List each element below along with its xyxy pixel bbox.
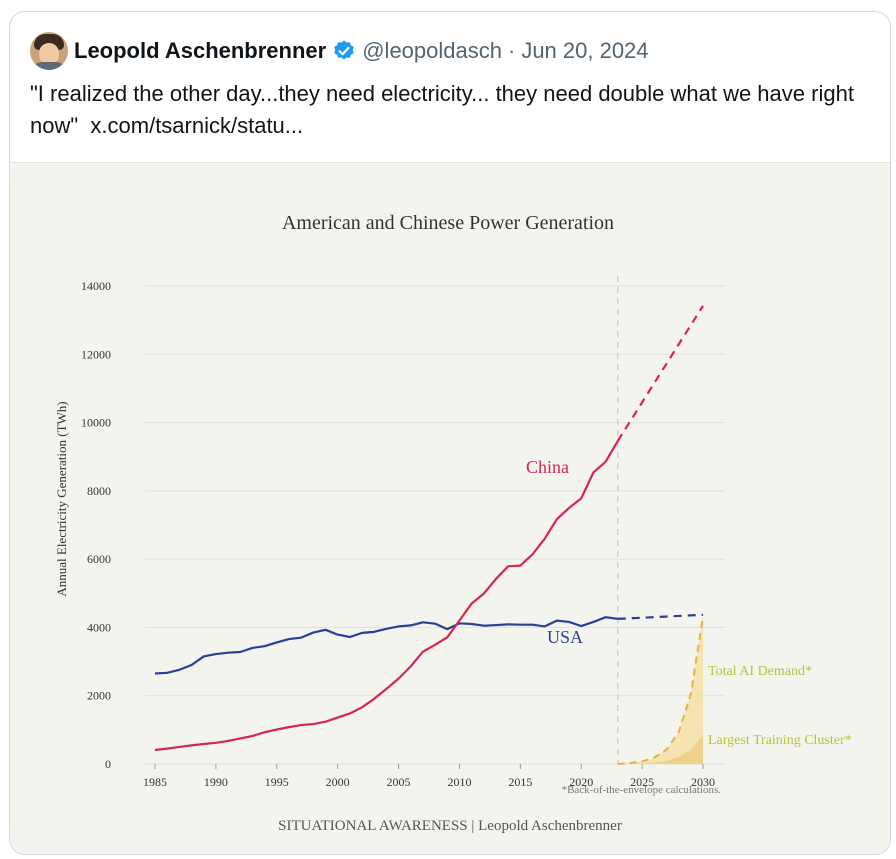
tweet-date[interactable]: Jun 20, 2024: [521, 38, 649, 63]
tweet-media[interactable]: American and Chinese Power Generation An…: [10, 162, 890, 854]
x-tick-label: 2030: [691, 775, 715, 789]
avatar[interactable]: [30, 32, 68, 70]
y-tick-label: 8000: [87, 484, 111, 498]
x-tick-label: 1995: [265, 775, 289, 789]
y-tick-label: 12000: [81, 347, 111, 361]
usa-label: USA: [547, 627, 583, 647]
x-tick-label: 2005: [387, 775, 411, 789]
x-tick-label: 2015: [508, 775, 532, 789]
y-axis-label: Annual Electricity Generation (TWh): [54, 401, 69, 596]
chart-credit: SITUATIONAL AWARENESS | Leopold Aschenbr…: [278, 818, 622, 834]
usa-projection-line: [617, 613, 704, 620]
footnote: *Back-of-the-envelope calculations.: [562, 784, 722, 796]
x-tick-label: 2025: [630, 775, 654, 789]
power-chart: American and Chinese Power Generation An…: [54, 212, 852, 834]
x-tick-label: 2000: [326, 775, 350, 789]
tweet-body: "I realized the other day...they need el…: [30, 81, 854, 138]
ai-demand-label: Total AI Demand*: [708, 664, 812, 679]
x-tick-label: 2020: [569, 775, 593, 789]
training-cluster-label: Largest Training Cluster*: [708, 733, 852, 748]
tweet-card[interactable]: Leopold Aschenbrenner @leopoldasch · Jun…: [9, 11, 891, 855]
y-tick-label: 4000: [87, 620, 111, 634]
y-tick-label: 10000: [81, 416, 111, 430]
y-tick-label: 0: [105, 757, 111, 771]
x-tick-label: 1985: [143, 775, 167, 789]
training-cluster-area: [617, 734, 703, 764]
user-line: Leopold Aschenbrenner @leopoldasch · Jun…: [74, 36, 649, 66]
ai-demand-area: [617, 617, 703, 764]
tweet-text: "I realized the other day...they need el…: [30, 78, 870, 142]
y-tick-label: 6000: [87, 552, 111, 566]
usa-line: [154, 616, 618, 675]
y-tick-label: 2000: [87, 689, 111, 703]
y-tick-label: 14000: [81, 279, 111, 293]
chart-title: American and Chinese Power Generation: [282, 212, 614, 234]
china-line: [154, 440, 619, 752]
handle[interactable]: @leopoldasch: [362, 38, 502, 63]
display-name[interactable]: Leopold Aschenbrenner: [74, 38, 327, 63]
china-projection-line: [616, 305, 704, 442]
verified-badge-icon: [334, 40, 354, 60]
separator: ·: [507, 38, 516, 63]
x-tick-label: 1990: [204, 775, 228, 789]
tweet-link[interactable]: x.com/tsarnick/statu...: [90, 113, 304, 138]
china-label: China: [526, 457, 569, 477]
tweet-header: Leopold Aschenbrenner @leopoldasch · Jun…: [10, 12, 890, 162]
ai-demand-line: [617, 617, 704, 765]
x-tick-label: 2010: [447, 775, 471, 789]
